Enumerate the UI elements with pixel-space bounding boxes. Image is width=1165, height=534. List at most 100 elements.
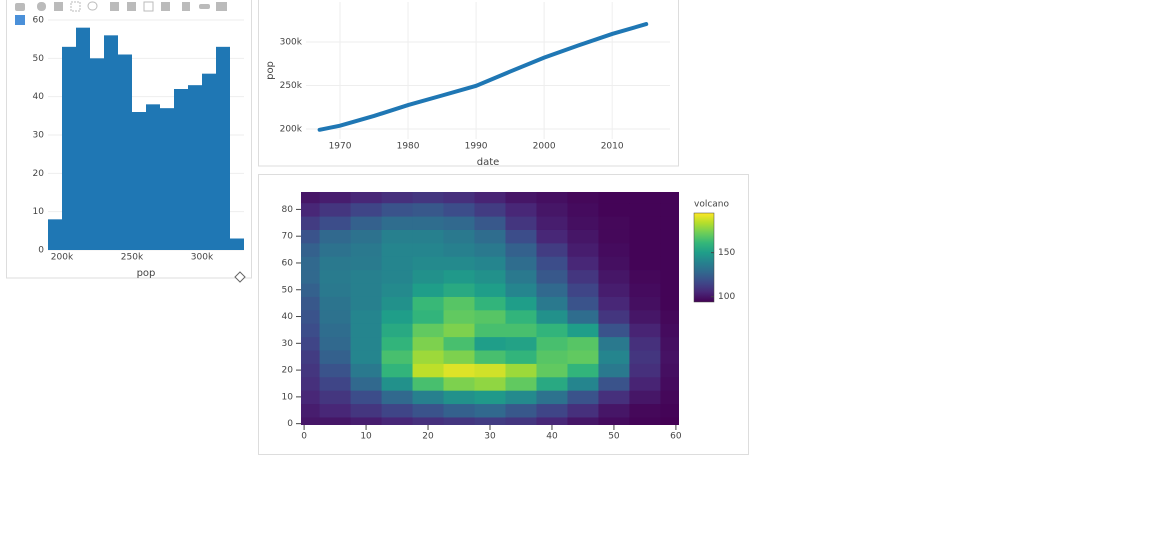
logo-button[interactable] bbox=[15, 15, 25, 25]
hover-closest-button[interactable] bbox=[199, 4, 210, 9]
heatmap-cell bbox=[567, 350, 599, 364]
heatmap-cell bbox=[443, 202, 476, 217]
heatmap-cell bbox=[567, 416, 599, 425]
heatmap-cell bbox=[660, 283, 679, 297]
reset-button[interactable] bbox=[161, 2, 170, 11]
heatmap-cell bbox=[629, 256, 661, 271]
heatmap-cell bbox=[660, 323, 679, 338]
heatmap-cell bbox=[301, 309, 321, 324]
heatmap-cell bbox=[319, 376, 352, 391]
heatmap-cell bbox=[350, 242, 383, 257]
histogram-bar bbox=[146, 104, 160, 250]
heatmap-cell bbox=[443, 296, 476, 311]
heatmap-cell bbox=[629, 350, 661, 364]
x-tick-label: 2010 bbox=[601, 142, 624, 152]
heatmap-cell bbox=[598, 376, 630, 391]
histogram-bar bbox=[160, 108, 174, 251]
zoom-out-button[interactable] bbox=[127, 2, 136, 11]
zoom-in-button[interactable] bbox=[110, 2, 119, 11]
autoscale-button[interactable] bbox=[143, 1, 154, 12]
heatmap-cell bbox=[412, 256, 445, 271]
heatmap-cell bbox=[505, 336, 537, 351]
select-button[interactable] bbox=[70, 1, 81, 12]
heatmap-cell bbox=[301, 416, 321, 425]
heatmap-cell bbox=[629, 336, 661, 351]
heatmap-cell bbox=[350, 192, 383, 204]
heatmap-cell bbox=[319, 202, 352, 217]
heatmap-cell bbox=[567, 269, 599, 284]
heatmap-cell bbox=[381, 376, 414, 391]
heatmap-cell bbox=[536, 283, 568, 297]
heatmap-cell bbox=[474, 269, 506, 284]
heatmap-cell bbox=[301, 296, 321, 311]
heatmap-cell bbox=[536, 216, 568, 230]
heatmap-cell bbox=[350, 390, 383, 405]
y-tick-label: 250k bbox=[280, 81, 303, 91]
zoom-button[interactable] bbox=[37, 2, 46, 11]
heatmap-cell bbox=[443, 269, 476, 284]
heatmap-cell bbox=[350, 336, 383, 351]
heatmap-cell bbox=[598, 323, 630, 338]
heatmap-cell bbox=[598, 202, 630, 217]
heatmap-cell bbox=[536, 269, 568, 284]
x-tick-label: 1980 bbox=[397, 142, 420, 152]
heatmap-cell bbox=[505, 390, 537, 405]
heatmap-cell bbox=[474, 283, 506, 297]
heatmap-cell bbox=[567, 376, 599, 391]
heatmap-cell bbox=[412, 403, 445, 418]
heatmap-cell bbox=[443, 323, 476, 338]
heatmap-cell bbox=[412, 376, 445, 391]
heatmap-cell bbox=[505, 269, 537, 284]
heatmap-cell bbox=[567, 242, 599, 257]
heatmap-cell bbox=[629, 202, 661, 217]
spike-button[interactable] bbox=[182, 2, 190, 11]
heatmap-cell bbox=[474, 363, 506, 378]
heatmap-cell bbox=[567, 309, 599, 324]
heatmap-cell bbox=[350, 229, 383, 244]
x-tick-label: 1970 bbox=[329, 142, 352, 152]
heatmap-cell bbox=[301, 283, 321, 297]
lasso-button[interactable] bbox=[87, 1, 98, 11]
heatmap-cell bbox=[505, 242, 537, 257]
colorbar-title: volcano bbox=[694, 200, 730, 210]
panel-frame bbox=[258, 174, 749, 455]
heatmap-cell bbox=[567, 403, 599, 418]
pan-button[interactable] bbox=[54, 2, 63, 11]
heatmap-cell bbox=[381, 350, 414, 364]
heatmap-cell bbox=[443, 390, 476, 405]
camera-button[interactable] bbox=[15, 3, 25, 11]
heatmap-cell bbox=[443, 403, 476, 418]
heatmap-cell bbox=[350, 283, 383, 297]
hover-compare-button[interactable] bbox=[216, 2, 227, 11]
heatmap-cell bbox=[536, 416, 568, 425]
heatmap-cell bbox=[629, 192, 661, 204]
x-tick-label: 0 bbox=[301, 432, 307, 442]
y-tick-label: 60 bbox=[282, 258, 294, 268]
heatmap-cell bbox=[536, 296, 568, 311]
heatmap-cell bbox=[350, 269, 383, 284]
heatmap-cell bbox=[350, 416, 383, 425]
heatmap-cell bbox=[443, 216, 476, 230]
heatmap-cell bbox=[474, 202, 506, 217]
heatmap-cell bbox=[505, 283, 537, 297]
heatmap-cell bbox=[412, 202, 445, 217]
histogram-bar bbox=[216, 46, 230, 251]
heatmap-cell bbox=[443, 376, 476, 391]
panel-frame bbox=[258, 0, 679, 167]
colorbar-tick-label: 150 bbox=[718, 248, 735, 258]
heatmap-cell bbox=[381, 363, 414, 378]
y-tick-label: 0 bbox=[38, 246, 44, 256]
heatmap-cell bbox=[381, 416, 414, 425]
heatmap-cell bbox=[629, 296, 661, 311]
heatmap-cell bbox=[660, 296, 679, 311]
modebar[interactable] bbox=[15, 1, 227, 25]
heatmap-cell bbox=[443, 229, 476, 244]
y-tick-label: 30 bbox=[282, 339, 294, 349]
y-tick-label: 70 bbox=[282, 232, 294, 242]
heatmap-cell bbox=[567, 363, 599, 378]
histogram-bar bbox=[104, 35, 118, 251]
heatmap-cell bbox=[629, 403, 661, 418]
heatmap-cell bbox=[443, 192, 476, 204]
